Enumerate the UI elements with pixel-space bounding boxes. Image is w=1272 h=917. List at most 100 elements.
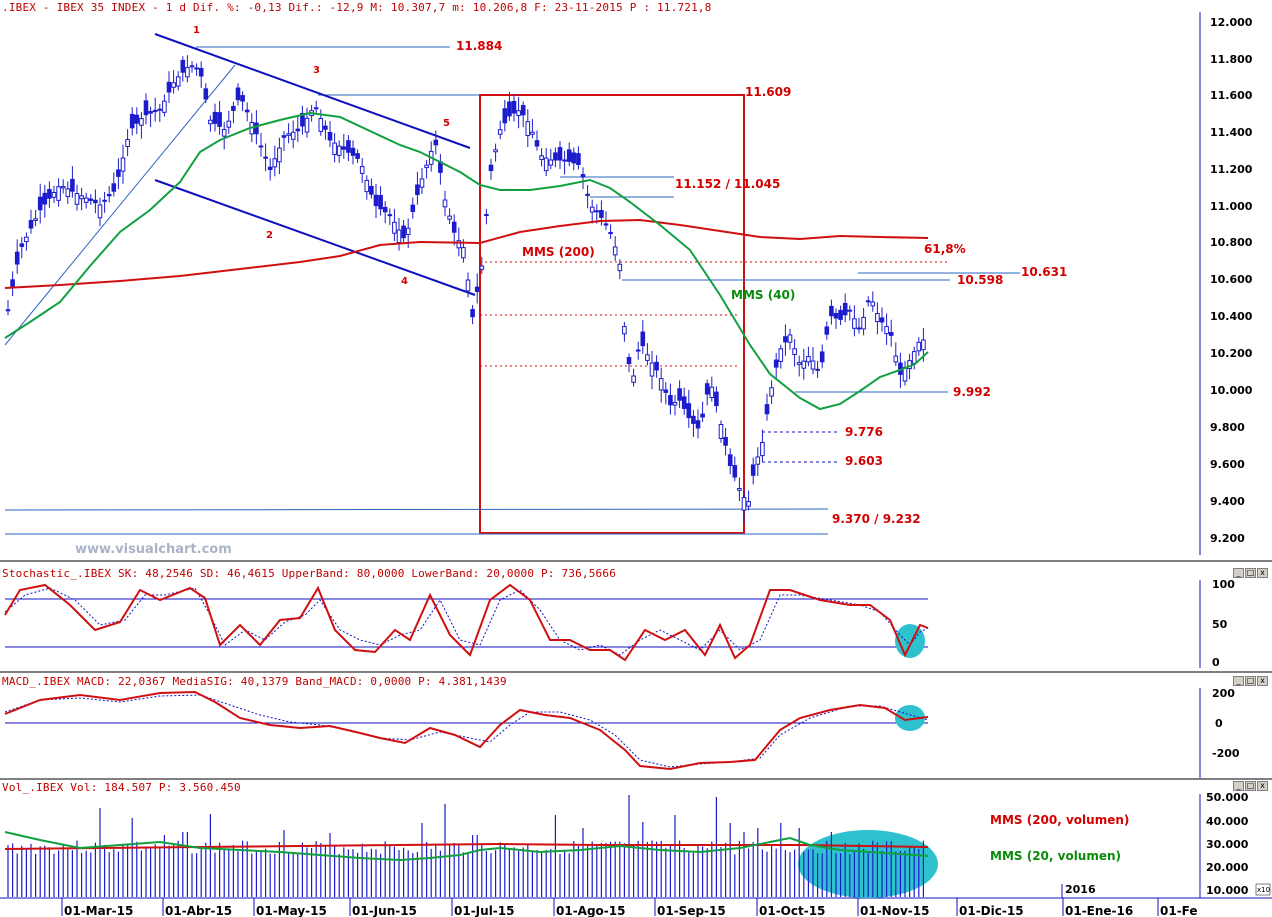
candle-body [723,437,728,446]
candle-body [603,223,609,226]
candle-body [810,360,816,370]
minimize-icon[interactable]: _ [1233,676,1244,686]
candle-body [884,326,889,335]
candle-body [42,192,48,205]
candle-body [516,110,521,116]
candle-body [148,110,153,114]
candle-body [631,375,636,383]
date-label: 01-Fe [1160,904,1198,917]
candle-body [332,142,337,155]
candle-body [139,118,144,126]
candle-body [267,166,273,171]
candle-body [571,152,577,164]
candle-body [562,159,567,162]
candle-body [838,309,843,320]
wave-label-3: 3 [313,65,320,76]
candle-body [300,112,305,127]
candle-body [594,210,600,213]
candle-body [14,251,20,265]
maximize-icon[interactable]: □ [1245,676,1256,686]
candle-body [364,179,370,193]
price-tick-label: 10.200 [1210,347,1253,360]
candle-body [24,236,29,243]
vol-tick-40000: 40.000 [1206,815,1249,828]
label-9603: 9.603 [845,454,883,468]
candle-body [382,206,388,213]
candle-body [737,488,742,491]
date-axis: 01-Mar-15 01-Abr-15 01-May-15 01-Jun-15 … [61,898,1198,917]
macd-header: MACD_.IBEX MACD: 22,0367 MediaSIG: 40,13… [2,675,507,688]
main-header-price: P : 11.721,8 [629,1,712,14]
minimize-icon[interactable]: _ [1233,568,1244,578]
candle-body [760,442,765,457]
candle-body [534,140,540,147]
candle-body [829,305,834,317]
candle-body [65,188,71,198]
candle-body [465,279,471,292]
candle-body [580,174,586,178]
vol-tick-20000: 20.000 [1206,861,1249,874]
candle-body [88,198,94,201]
minimize-icon[interactable]: _ [1233,781,1244,791]
label-11152: 11.152 / 11.045 [675,177,780,191]
candle-body [470,309,475,318]
candle-body [166,81,172,93]
candle-body [258,145,264,148]
candle-body [792,348,797,356]
vol-tick-10000: 10.000 [1206,884,1249,897]
candle-body [290,131,296,140]
candle-body [668,395,673,406]
watermark: www.visualchart.com [75,542,232,557]
candle-body [488,164,494,172]
date-label: 01-May-15 [256,904,327,917]
candle-body [654,361,659,371]
candle-body [5,309,11,312]
candle-body [134,114,140,124]
candle-body [911,351,917,364]
candle-body [295,128,301,132]
vol-tick-50000: 50.000 [1206,791,1249,804]
vol-header: Vol_.IBEX Vol: 184.507 P: 3.560.450 [2,781,241,794]
macd-highlight [895,705,925,731]
candle-body [286,133,291,136]
candle-body [189,65,195,68]
date-label: 01-Nov-15 [860,904,929,917]
candle-body [198,67,204,77]
maximize-icon[interactable]: □ [1245,568,1256,578]
candle-body [750,464,756,476]
candle-body [387,214,393,217]
candle-body [217,112,222,127]
main-header: .IBEX - IBEX 35 INDEX - 1 d Dif. %: -0,1… [2,1,712,14]
candle-body [566,149,572,162]
close-icon[interactable]: x [1257,676,1268,686]
candle-body [318,118,324,132]
candle-body [405,227,411,236]
candle-body [612,246,618,256]
candle-body [511,100,517,114]
price-tick-label: 10.600 [1210,273,1253,286]
candle-body [718,424,724,439]
maximize-icon[interactable]: □ [1245,781,1256,791]
candle-body [658,378,664,391]
price-tick-label: 11.800 [1210,53,1253,66]
candle-body [180,59,186,73]
label-10631: 10.631 [1021,265,1067,279]
candle-body [111,183,117,192]
stoch-pane-buttons: _ □ x [1233,568,1268,578]
close-icon[interactable]: x [1257,781,1268,791]
macd-pane [4,690,929,771]
stoch-header: Stochastic_.IBEX SK: 48,2546 SD: 46,4615… [2,567,617,580]
candle-body [226,120,232,128]
close-icon[interactable]: x [1257,568,1268,578]
candle-body [461,247,466,259]
candle-body [415,184,420,196]
candle-body [622,326,627,335]
label-11884: 11.884 [456,39,502,53]
price-tick-label: 9.800 [1210,421,1245,434]
candle-body [493,149,498,153]
candle-body [553,152,558,161]
candle-body [530,131,535,135]
candle-body [608,232,613,235]
candle-body [865,300,871,303]
